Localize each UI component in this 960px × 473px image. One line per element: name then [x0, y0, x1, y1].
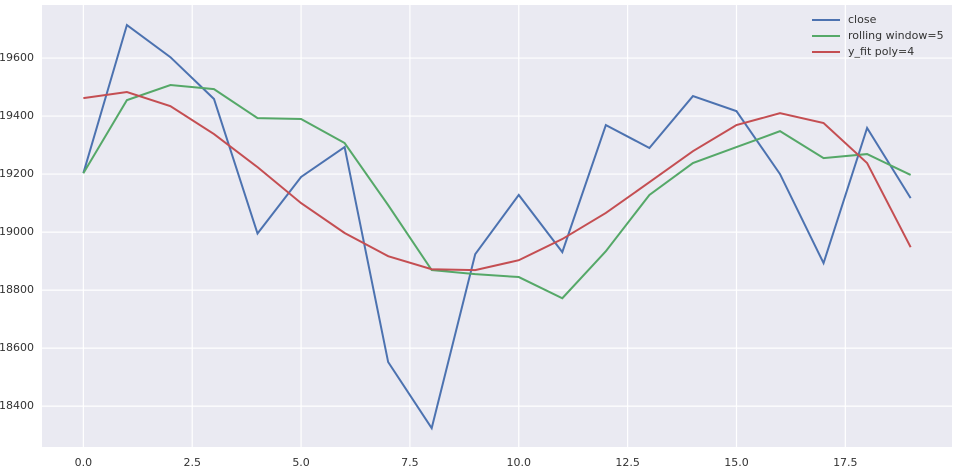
- line-series: [83, 90, 912, 272]
- legend-label: rolling window=5: [848, 29, 944, 42]
- x-tick-label: 7.5: [401, 456, 419, 469]
- x-tick-label: 0.0: [75, 456, 93, 469]
- x-tick-label: 17.5: [833, 456, 858, 469]
- x-tick-label: 12.5: [615, 456, 640, 469]
- line-series: [82, 84, 912, 300]
- y-tick-label: 18400: [0, 399, 34, 412]
- line-series: [82, 23, 912, 431]
- legend-label: close: [848, 13, 877, 26]
- y-tick-label: 18800: [0, 283, 34, 296]
- x-tick-label: 10.0: [507, 456, 532, 469]
- y-tick-label: 18600: [0, 341, 34, 354]
- y-tick-label: 19400: [0, 109, 34, 122]
- y-tick-label: 19000: [0, 225, 34, 238]
- x-tick-label: 5.0: [292, 456, 310, 469]
- x-tick-label: 15.0: [724, 456, 749, 469]
- legend-label: y_fit poly=4: [848, 45, 914, 58]
- x-tick-label: 2.5: [183, 456, 201, 469]
- y-tick-label: 19600: [0, 51, 34, 64]
- y-tick-label: 19200: [0, 167, 34, 180]
